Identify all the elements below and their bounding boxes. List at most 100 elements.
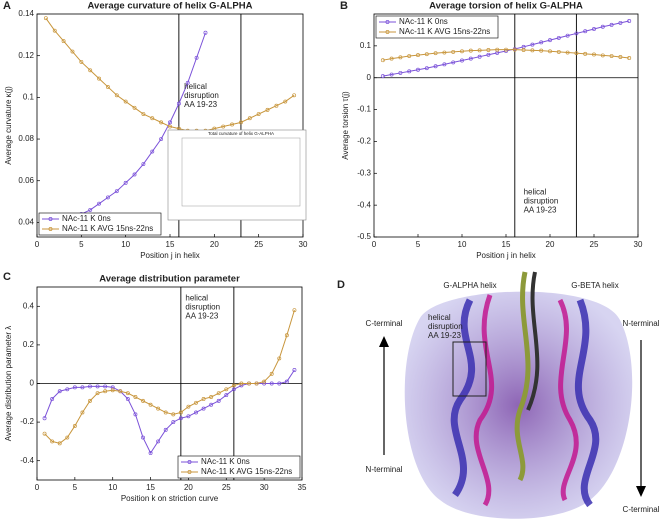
- data-point: [150, 116, 155, 121]
- ribbon: [450, 298, 475, 498]
- data-point: [600, 53, 605, 58]
- data-point: [171, 420, 176, 425]
- x-tick-label: 20: [184, 483, 193, 492]
- data-point: [50, 439, 55, 444]
- annotation: helical: [428, 313, 451, 322]
- data-point: [407, 69, 412, 74]
- data-point: [609, 54, 614, 59]
- data-point: [539, 40, 544, 45]
- data-point: [486, 48, 491, 52]
- data-point: [284, 379, 289, 384]
- data-point: [123, 99, 128, 104]
- data-point: [125, 396, 130, 401]
- annotation: AA 19-23: [184, 100, 217, 109]
- data-point: [380, 58, 385, 63]
- panel-label: D: [337, 279, 345, 291]
- data-point: [433, 64, 438, 69]
- plot-content: [374, 14, 638, 237]
- terminal-label: C-terminal: [366, 319, 403, 328]
- panel-d-image: [379, 271, 646, 519]
- data-point: [380, 74, 385, 79]
- data-point: [171, 412, 176, 417]
- y-tick-label: -0.4: [20, 456, 34, 465]
- panel-label: A: [3, 0, 11, 12]
- data-point: [88, 68, 93, 73]
- data-point: [539, 48, 544, 53]
- data-point: [110, 388, 115, 393]
- data-point: [61, 39, 66, 44]
- data-point: [495, 47, 500, 52]
- data-point: [468, 48, 473, 53]
- ribbon: [514, 271, 531, 482]
- y-axis-label: Average torsion τ(j): [341, 91, 350, 160]
- legend-label: NAc-11 K AVG 15ns-22ns: [62, 224, 153, 233]
- ribbon: [526, 271, 540, 411]
- data-point: [95, 384, 100, 389]
- legend-marker: [187, 470, 192, 474]
- data-point: [618, 20, 623, 25]
- data-point: [125, 391, 130, 396]
- data-point: [168, 120, 172, 125]
- data-point: [284, 333, 289, 338]
- data-point: [548, 38, 552, 43]
- data-point: [592, 52, 596, 57]
- data-point: [416, 67, 420, 72]
- ribbon: [574, 298, 600, 508]
- data-point: [209, 395, 214, 399]
- data-point: [292, 368, 297, 372]
- legend-label: NAc-11 K AVG 15ns-22ns: [201, 467, 292, 476]
- data-point: [477, 48, 482, 53]
- data-point: [150, 149, 155, 154]
- y-tick-label: 0.12: [18, 51, 34, 60]
- legend-box: [177, 455, 301, 479]
- data-point: [468, 56, 473, 61]
- annotation: disruption: [524, 197, 559, 206]
- y-tick-label: 0.4: [23, 301, 35, 310]
- x-axis-label: Position j in helix: [140, 251, 200, 260]
- data-point: [504, 47, 508, 52]
- chart-title: Average torsion of helix G-ALPHA: [429, 1, 583, 12]
- data-point: [80, 410, 85, 415]
- data-point: [57, 389, 62, 394]
- data-point: [627, 19, 632, 23]
- x-tick-label: 15: [166, 240, 175, 249]
- data-point: [609, 22, 614, 27]
- data-point: [407, 54, 412, 59]
- x-tick-label: 30: [299, 240, 308, 249]
- data-point: [574, 51, 579, 56]
- x-tick-label: 10: [108, 483, 117, 492]
- x-axis-label: Position j in helix: [476, 251, 536, 260]
- ribbon: [473, 294, 495, 507]
- data-point: [247, 381, 251, 386]
- data-point: [156, 406, 161, 411]
- chart-title: Average distribution parameter: [99, 274, 240, 285]
- data-point: [114, 93, 119, 98]
- x-tick-label: 5: [79, 240, 84, 249]
- data-point: [548, 49, 552, 54]
- data-point: [186, 414, 191, 419]
- data-point: [269, 381, 274, 386]
- data-point: [556, 35, 561, 40]
- data-point: [627, 56, 632, 60]
- data-point: [209, 402, 214, 407]
- data-point: [216, 391, 221, 396]
- data-point: [486, 52, 491, 57]
- data-point: [592, 27, 596, 31]
- data-point: [88, 207, 93, 212]
- x-tick-label: 5: [416, 240, 421, 249]
- data-point: [141, 398, 145, 403]
- x-tick-label: 5: [73, 483, 78, 492]
- data-point: [460, 58, 464, 63]
- panel-label: B: [340, 0, 348, 12]
- data-point: [254, 381, 259, 386]
- chart-title: Average curvature of helix G-ALPHA: [88, 1, 253, 12]
- data-point: [216, 398, 221, 403]
- y-tick-label: -0.1: [357, 105, 371, 114]
- data-point: [203, 30, 208, 35]
- legend-marker: [385, 30, 390, 34]
- y-tick-label: -0.4: [357, 200, 371, 209]
- data-point: [95, 391, 100, 396]
- data-point: [424, 52, 429, 57]
- data-point: [118, 389, 123, 394]
- data-point: [123, 180, 128, 185]
